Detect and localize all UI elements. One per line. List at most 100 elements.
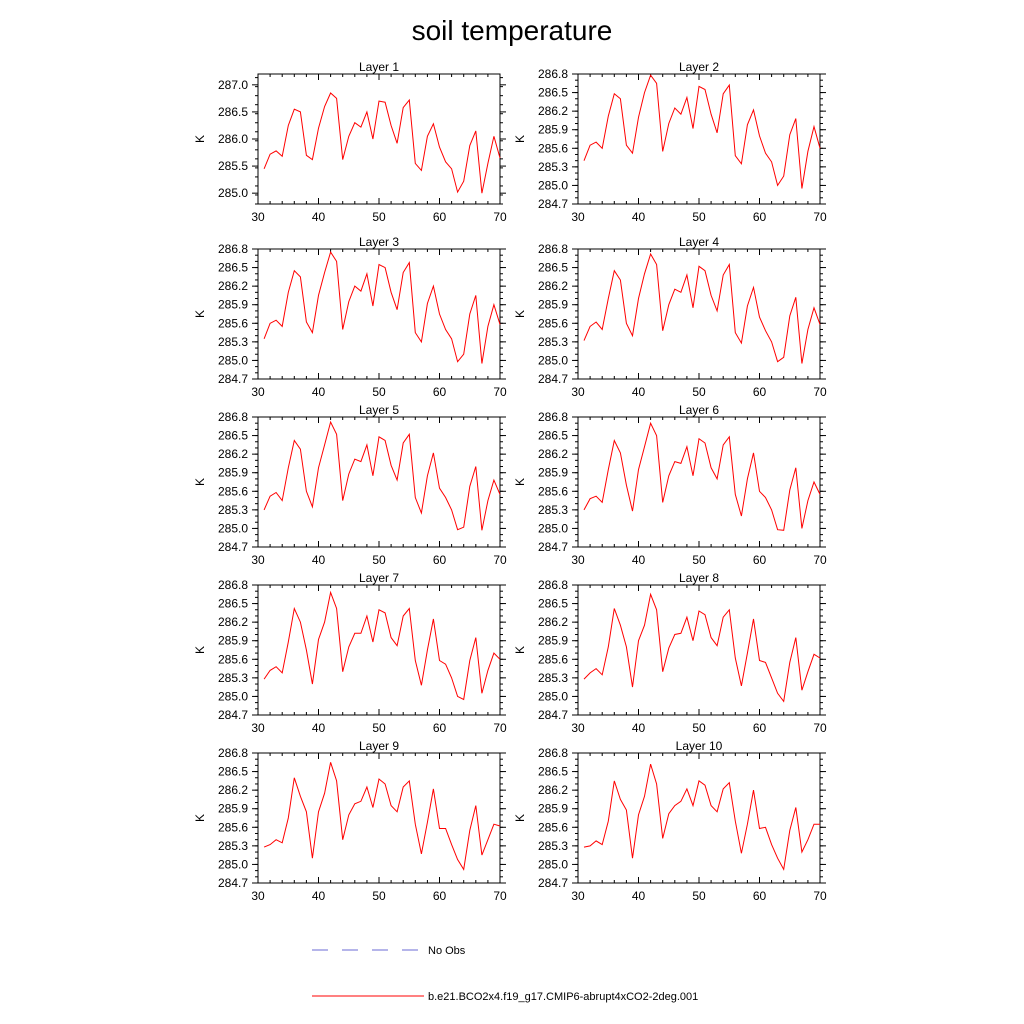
y-tick-label: 286.8 (218, 578, 248, 592)
x-tick-label: 70 (813, 210, 827, 224)
x-tick-label: 50 (372, 889, 386, 903)
y-axis-label: K (513, 646, 527, 654)
y-axis-label: K (193, 646, 207, 654)
y-tick-label: 285.9 (538, 123, 568, 137)
y-tick-label: 285.9 (218, 634, 248, 648)
y-tick-label: 286.8 (538, 242, 568, 256)
y-axis-label: K (193, 135, 207, 143)
y-axis-label: K (193, 814, 207, 822)
series-line (583, 592, 821, 703)
y-tick-label: 285.6 (538, 820, 568, 834)
y-tick-label: 285.3 (538, 671, 568, 685)
panel-title: Layer 6 (679, 403, 719, 417)
y-tick-label: 286.5 (538, 597, 568, 611)
y-tick-label: 286.5 (538, 429, 568, 443)
y-tick-label: 284.7 (218, 708, 248, 722)
x-tick-label: 40 (632, 210, 646, 224)
y-tick-label: 286.8 (218, 410, 248, 424)
y-tick-label: 285.0 (218, 857, 248, 871)
series-line (263, 250, 501, 364)
plot-frame (577, 752, 821, 884)
y-tick-label: 286.2 (538, 279, 568, 293)
y-tick-label: 285.6 (218, 316, 248, 330)
y-axis-label: K (513, 814, 527, 822)
y-tick-label: 285.9 (538, 634, 568, 648)
y-tick-label: 287.0 (218, 78, 248, 92)
y-tick-label: 285.6 (218, 820, 248, 834)
x-tick-label: 30 (251, 553, 265, 567)
y-tick-label: 285.3 (538, 503, 568, 517)
y-tick-label: 285.3 (538, 839, 568, 853)
y-tick-label: 286.5 (538, 765, 568, 779)
plot-frame (257, 752, 501, 884)
y-tick-label: 284.7 (538, 197, 568, 211)
panel-layer-3: Layer 3 K 30 40 50 60 70 284.7 285.0 285.3 285.6 28… (193, 235, 507, 399)
y-tick-label: 284.7 (538, 876, 568, 890)
y-tick-label: 286.5 (538, 261, 568, 275)
legend-item-no-obs: No Obs (312, 945, 466, 957)
figure-title: soil temperature (412, 15, 613, 46)
y-tick-label: 285.3 (538, 335, 568, 349)
y-tick-label: 285.0 (538, 521, 568, 535)
legend-item-model-run: b.e21.BCO2x4.f19_g17.CMIP6-abrupt4xCO2-2… (312, 991, 698, 1003)
x-tick-label: 60 (753, 889, 767, 903)
x-tick-label: 50 (692, 553, 706, 567)
x-tick-label: 70 (493, 889, 507, 903)
y-tick-label: 285.6 (538, 141, 568, 155)
legend-label-model-run: b.e21.BCO2x4.f19_g17.CMIP6-abrupt4xCO2-2… (428, 991, 698, 1003)
panel-title: Layer 2 (679, 60, 719, 74)
x-tick-label: 40 (632, 553, 646, 567)
y-tick-label: 285.6 (538, 484, 568, 498)
y-tick-label: 285.3 (218, 335, 248, 349)
y-tick-label: 286.2 (218, 279, 248, 293)
x-tick-label: 40 (312, 889, 326, 903)
y-tick-label: 285.3 (538, 160, 568, 174)
y-axis-label: K (513, 478, 527, 486)
y-tick-label: 286.8 (538, 67, 568, 81)
y-tick-label: 286.5 (538, 86, 568, 100)
series-line (263, 590, 501, 701)
y-tick-label: 284.7 (538, 708, 568, 722)
x-tick-label: 50 (372, 721, 386, 735)
y-tick-label: 286.2 (538, 447, 568, 461)
y-tick-label: 284.7 (218, 876, 248, 890)
x-tick-label: 60 (433, 210, 447, 224)
y-tick-label: 284.7 (218, 540, 248, 554)
x-tick-label: 60 (753, 721, 767, 735)
panel-layer-8: Layer 8 K 30 40 50 60 70 284.7 285.0 285.3 285.6 28… (513, 571, 827, 735)
panel-title: Layer 1 (359, 60, 399, 74)
x-tick-label: 30 (251, 721, 265, 735)
panel-layer-10: Layer 10 K 30 40 50 60 70 284.7 285.0 285.3 285.6 2… (513, 739, 827, 903)
plot-frame (257, 73, 501, 205)
y-tick-label: 286.2 (218, 783, 248, 797)
x-tick-label: 70 (493, 721, 507, 735)
y-axis-label: K (193, 310, 207, 318)
x-tick-label: 40 (632, 385, 646, 399)
y-tick-label: 285.9 (218, 466, 248, 480)
y-tick-label: 284.7 (538, 372, 568, 386)
y-tick-label: 286.5 (218, 765, 248, 779)
x-tick-label: 30 (571, 385, 585, 399)
x-tick-label: 70 (813, 889, 827, 903)
legend-label-no-obs: No Obs (428, 945, 466, 957)
x-tick-label: 30 (251, 889, 265, 903)
panel-title: Layer 4 (679, 235, 719, 249)
x-tick-label: 60 (753, 210, 767, 224)
y-tick-label: 286.8 (538, 578, 568, 592)
y-tick-label: 285.6 (538, 316, 568, 330)
y-tick-label: 286.5 (218, 429, 248, 443)
plot-frame (257, 248, 501, 380)
y-tick-label: 285.0 (538, 689, 568, 703)
x-tick-label: 70 (813, 385, 827, 399)
panel-layer-1: Layer 1 K 30 40 50 60 70 285.0 285.5 286.0 286.5 28… (193, 60, 507, 224)
x-tick-label: 70 (493, 385, 507, 399)
x-tick-label: 60 (433, 721, 447, 735)
x-tick-label: 30 (251, 210, 265, 224)
series-line (263, 420, 501, 531)
y-tick-label: 285.6 (538, 652, 568, 666)
y-tick-label: 286.8 (218, 242, 248, 256)
y-tick-label: 285.3 (218, 839, 248, 853)
plot-frame (257, 584, 501, 716)
y-tick-label: 286.2 (218, 447, 248, 461)
